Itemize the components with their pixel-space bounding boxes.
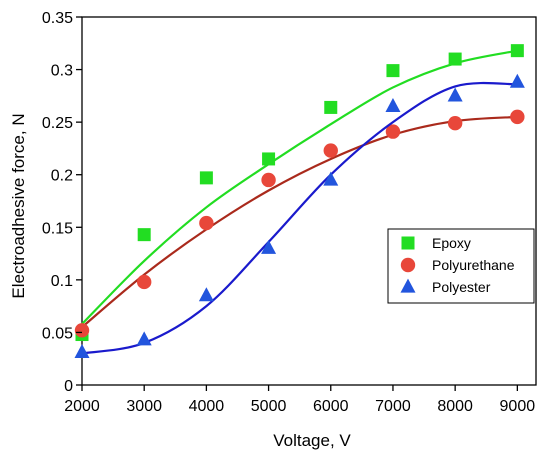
data-point-polyurethane — [323, 143, 338, 158]
legend-marker-polyurethane — [400, 257, 416, 273]
data-point-polyester — [385, 97, 401, 112]
fit-line-polyurethane — [81, 115, 518, 329]
legend-marker-polyester — [400, 278, 416, 293]
data-point-polyester — [447, 87, 463, 102]
data-point-polyester — [198, 287, 214, 302]
x-tick-label: 3000 — [126, 398, 162, 415]
plot-frame — [81, 16, 537, 386]
y-tick-label: 0.05 — [42, 325, 73, 342]
data-point-polyester — [509, 73, 525, 88]
legend-label-polyester: Polyester — [432, 279, 491, 295]
y-tick-label: 0.25 — [42, 115, 73, 132]
data-point-polyurethane — [510, 109, 525, 125]
x-tick-label: 4000 — [189, 398, 225, 415]
legend-label-polyurethane: Polyurethane — [432, 257, 515, 273]
plot-area-border — [81, 16, 537, 386]
x-tick-label: 7000 — [375, 398, 411, 415]
y-tick-label: 0.3 — [51, 63, 73, 80]
data-point-epoxy — [510, 44, 524, 58]
data-point-epoxy — [262, 152, 276, 166]
data-point-polyester — [323, 171, 339, 186]
data-point-polyurethane — [385, 124, 401, 139]
legend-label-epoxy: Epoxy — [432, 235, 471, 251]
data-point-epoxy — [137, 228, 151, 242]
y-tick-label: 0.1 — [51, 273, 73, 290]
data-point-epoxy — [448, 52, 462, 66]
data-point-polyurethane — [199, 215, 214, 231]
x-tick-label: 9000 — [500, 398, 536, 415]
data-point-polyurethane — [261, 172, 276, 188]
x-axis-label: Voltage, V — [273, 431, 351, 450]
axis-layer: 2000 3000 4000 5000 6000 7000 8000 9000 0 0.05 0.1… — [42, 10, 535, 415]
x-tick-label: 8000 — [437, 398, 473, 415]
fit-line-polyester — [81, 81, 518, 355]
series-polyester — [74, 73, 525, 359]
x-tick-label: 5000 — [251, 398, 287, 415]
x-tick-label: 6000 — [313, 398, 349, 415]
data-point-epoxy — [386, 64, 400, 78]
data-point-polyurethane — [74, 323, 90, 338]
y-tick-label: 0 — [64, 378, 73, 395]
data-point-polyester — [136, 331, 152, 346]
legend-marker-epoxy — [401, 236, 415, 250]
series-layer — [74, 44, 525, 359]
data-point-polyester — [74, 344, 90, 359]
legend: Epoxy Polyurethane Polyester — [387, 228, 535, 304]
series-epoxy — [75, 44, 524, 342]
x-tick-label: 2000 — [64, 398, 100, 415]
series-polyurethane — [74, 109, 525, 338]
y-tick-label: 0.35 — [42, 10, 73, 27]
data-point-polyurethane — [136, 274, 152, 290]
y-tick-label: 0.15 — [42, 220, 73, 237]
data-point-epoxy — [324, 100, 338, 114]
data-point-polyester — [261, 239, 277, 254]
y-axis-label: Electroadhesive force, N — [9, 113, 28, 298]
fit-line-epoxy — [81, 49, 518, 325]
data-point-epoxy — [199, 171, 213, 185]
data-point-polyurethane — [447, 115, 463, 131]
y-tick-label: 0.2 — [51, 168, 73, 185]
